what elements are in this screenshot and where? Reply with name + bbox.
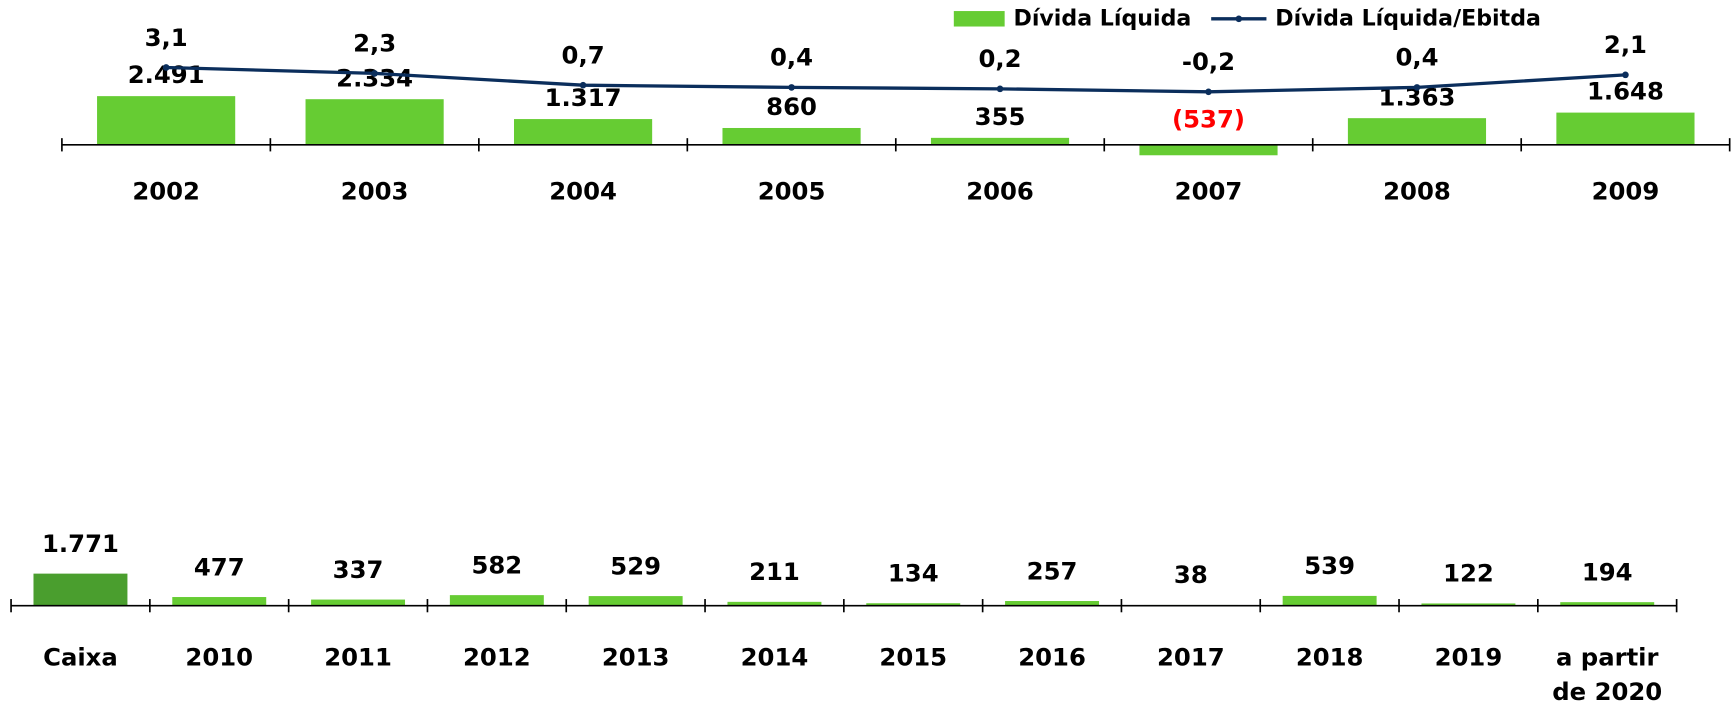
line-point bbox=[788, 84, 795, 91]
line-point bbox=[371, 70, 378, 77]
bar bbox=[1282, 595, 1377, 606]
bar bbox=[866, 603, 961, 606]
value-label: 337 bbox=[333, 555, 384, 584]
line-value-label: 2,3 bbox=[353, 29, 396, 58]
line-value-label: 0,4 bbox=[770, 43, 813, 72]
value-label: 1.771 bbox=[42, 529, 119, 558]
x-tick-label: 2013 bbox=[602, 643, 670, 672]
bar bbox=[588, 596, 683, 606]
bar bbox=[1556, 112, 1695, 145]
legend-dot bbox=[1235, 15, 1243, 23]
bar bbox=[449, 595, 544, 606]
line-point bbox=[1205, 88, 1212, 96]
line-value-label: -0,2 bbox=[1182, 47, 1235, 76]
value-label: 477 bbox=[194, 552, 245, 581]
value-label: 1.648 bbox=[1587, 77, 1664, 106]
line bbox=[166, 65, 1626, 94]
x-tick-label: 2014 bbox=[741, 643, 809, 672]
bar bbox=[722, 127, 861, 145]
value-label: 529 bbox=[610, 551, 661, 580]
line-value-label: 2,1 bbox=[1604, 30, 1647, 59]
x-tick-label: 2008 bbox=[1383, 176, 1451, 205]
bar bbox=[1560, 602, 1655, 606]
value-label: 860 bbox=[766, 92, 817, 121]
line-point bbox=[996, 85, 1004, 93]
bar bbox=[1347, 118, 1487, 145]
x-tick-label: 2006 bbox=[966, 176, 1034, 205]
x-tick-label: 2010 bbox=[185, 643, 253, 672]
bar bbox=[930, 137, 1070, 145]
x-tick-label: a partir de 2020 bbox=[1552, 643, 1662, 706]
x-tick-label: Caixa bbox=[43, 643, 118, 672]
x-tick-label: 2002 bbox=[132, 176, 200, 205]
value-label: 2.334 bbox=[336, 63, 413, 92]
x-tick-label: 2016 bbox=[1018, 643, 1086, 672]
bar bbox=[311, 599, 406, 606]
bar bbox=[514, 119, 653, 145]
legend-label: Dívida Líquida bbox=[1013, 5, 1191, 31]
bar bbox=[1005, 601, 1100, 606]
value-label: 582 bbox=[471, 550, 522, 579]
x-tick-label: 2007 bbox=[1175, 176, 1243, 205]
x-tick-label: 2011 bbox=[324, 643, 392, 672]
x-tick-label: 2004 bbox=[549, 176, 617, 205]
line-point bbox=[1413, 84, 1421, 91]
value-label: 122 bbox=[1443, 559, 1494, 588]
x-tick-label: 2012 bbox=[463, 643, 531, 672]
value-label: 257 bbox=[1027, 556, 1078, 585]
line-point bbox=[162, 64, 170, 71]
bar bbox=[727, 601, 822, 606]
line-point bbox=[579, 81, 587, 89]
value-label: 134 bbox=[888, 559, 939, 588]
bar bbox=[305, 99, 444, 145]
legend-label: Dívida Líquida/Ebitda bbox=[1275, 5, 1541, 31]
line-value-label: 0,4 bbox=[1395, 43, 1438, 72]
x-tick-label: 2017 bbox=[1157, 643, 1225, 672]
legend-swatch bbox=[953, 11, 1005, 27]
x-tick-label: 2005 bbox=[758, 176, 826, 205]
value-label: (537) bbox=[1172, 104, 1245, 133]
x-tick-label: 2003 bbox=[341, 176, 409, 205]
line-value-label: 0,2 bbox=[979, 44, 1022, 73]
x-tick-label: 2019 bbox=[1435, 643, 1503, 672]
bar bbox=[33, 573, 128, 606]
value-label: 211 bbox=[749, 557, 800, 586]
value-label: 539 bbox=[1304, 551, 1355, 580]
line-value-label: 3,1 bbox=[145, 23, 188, 52]
bar bbox=[1139, 144, 1278, 156]
value-label: 194 bbox=[1582, 557, 1633, 586]
line-value-label: 0,7 bbox=[562, 40, 605, 69]
x-tick-label: 2018 bbox=[1296, 643, 1364, 672]
x-tick-label: 2015 bbox=[879, 643, 947, 672]
bar bbox=[97, 96, 236, 145]
value-label: 355 bbox=[975, 102, 1026, 131]
line-point bbox=[1622, 71, 1629, 79]
bar bbox=[172, 597, 267, 606]
bar bbox=[1421, 603, 1516, 606]
x-tick-label: 2009 bbox=[1592, 176, 1660, 205]
value-label: 38 bbox=[1174, 560, 1208, 589]
